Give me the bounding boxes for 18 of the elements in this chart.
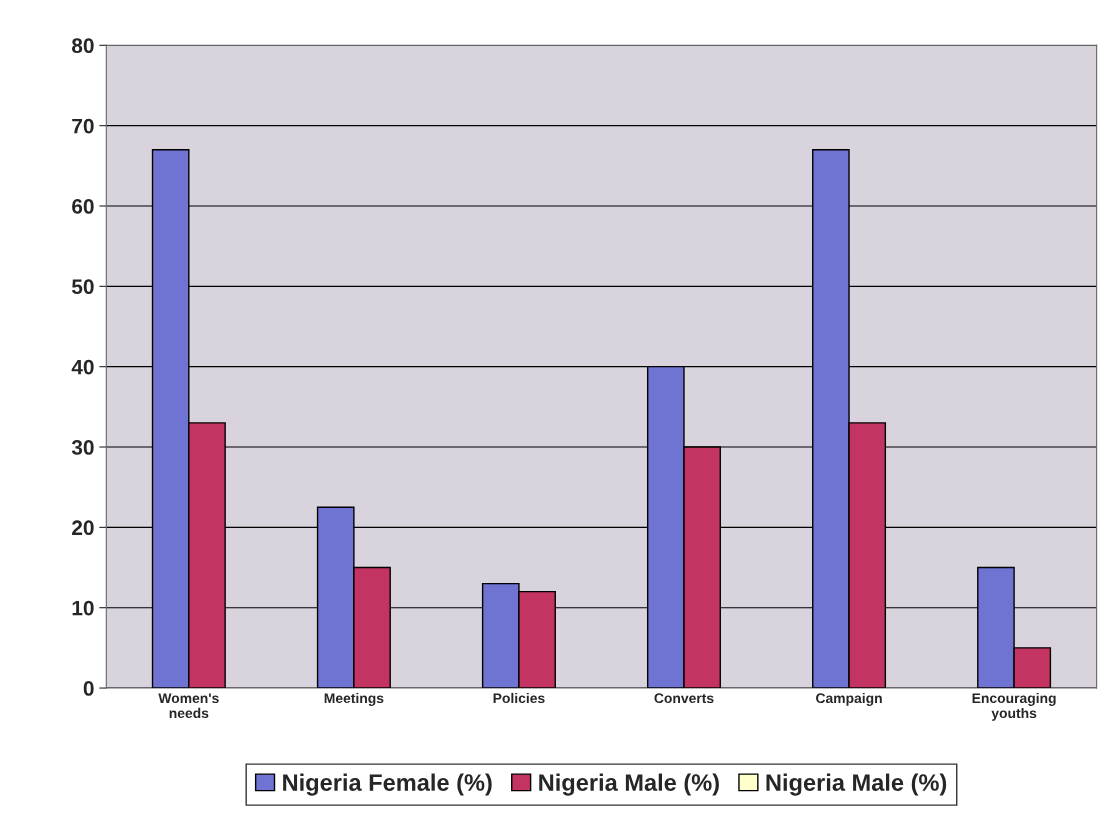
y-tick-label: 10 — [72, 600, 94, 616]
y-tick-label: 50 — [71, 279, 94, 295]
legend-label: Nigeria Male (%) — [766, 773, 947, 796]
y-tick-label: 70 — [72, 118, 94, 134]
legend-label: Nigeria Male (%) — [539, 773, 719, 796]
y-tick-label: 0 — [83, 681, 94, 696]
x-tick-label: Women's needs — [158, 693, 219, 719]
x-tick-label: Converts — [654, 693, 714, 704]
y-tick-label: 40 — [71, 359, 94, 375]
x-tick-label: Campaign — [816, 692, 882, 706]
x-tick-label: Meetings — [324, 692, 384, 706]
y-tick-label: 80 — [71, 38, 94, 54]
legend-label: Nigeria Female (%) — [283, 773, 492, 796]
x-tick-label: Encouraging youths — [972, 692, 1056, 721]
x-tick-label: Policies — [493, 692, 545, 704]
y-tick-label: 60 — [72, 199, 94, 214]
y-tick-label: 20 — [72, 520, 94, 536]
y-tick-label: 30 — [71, 440, 94, 455]
